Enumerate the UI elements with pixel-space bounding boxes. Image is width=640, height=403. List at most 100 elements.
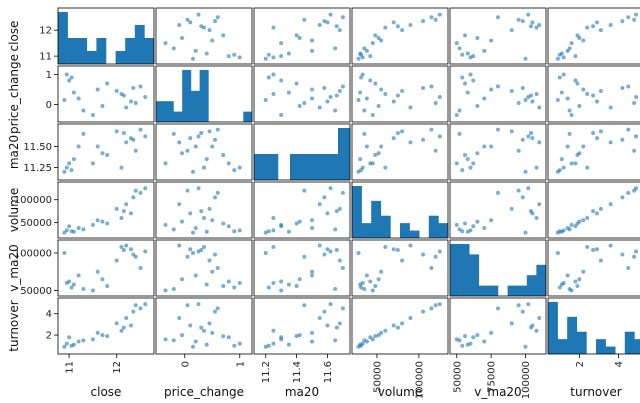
scatter-point-turnover-vs-ma20-1 bbox=[325, 323, 330, 328]
scatter-point-volume-vs-turnover-19 bbox=[557, 229, 562, 234]
scatter-point-close-vs-v_ma20-3 bbox=[457, 46, 462, 51]
scatter-point-price_change-vs-turnover-1 bbox=[594, 99, 599, 104]
scatter-point-ma20-vs-volume-3 bbox=[362, 131, 367, 136]
scatter-point-price_change-vs-v_ma20-9 bbox=[537, 105, 542, 110]
panel-frame-ma20-v_ma20 bbox=[449, 123, 547, 181]
panel-frame-price_change-v_ma20 bbox=[449, 65, 547, 123]
scatter-point-price_change-vs-v_ma20-0 bbox=[471, 78, 476, 83]
hist-bar-price_change-4 bbox=[190, 90, 200, 122]
scatter-point-volume-vs-v_ma20-12 bbox=[526, 186, 531, 191]
scatter-point-volume-vs-v_ma20-2 bbox=[534, 216, 539, 220]
scatter-point-turnover-vs-v_ma20-14 bbox=[509, 321, 514, 326]
scatter-point-turnover-vs-volume-17 bbox=[376, 333, 381, 338]
y-axis-label-turnover: turnover bbox=[7, 300, 21, 351]
scatter-point-price_change-vs-close-12 bbox=[143, 95, 148, 99]
scatter-point-v_ma20-vs-close-6 bbox=[62, 251, 67, 255]
hist-bar-volume-0 bbox=[352, 186, 362, 238]
scatter-point-volume-vs-turnover-15 bbox=[565, 226, 570, 231]
scatter-point-v_ma20-vs-close-1 bbox=[128, 247, 133, 252]
scatter-point-volume-vs-price_change-19 bbox=[232, 229, 237, 234]
scatter-point-close-vs-v_ma20-14 bbox=[509, 28, 514, 33]
scatter-point-ma20-vs-turnover-5 bbox=[632, 148, 637, 153]
x-tick-label-close-12: 12 bbox=[112, 361, 123, 374]
scatter-point-ma20-vs-v_ma20-8 bbox=[465, 157, 470, 162]
scatter-point-ma20-vs-turnover-8 bbox=[559, 157, 564, 162]
scatter-point-close-vs-volume-7 bbox=[429, 15, 434, 20]
scatter-point-turnover-vs-close-7 bbox=[138, 306, 143, 311]
scatter-point-volume-vs-v_ma20-4 bbox=[489, 218, 494, 223]
scatter-point-ma20-vs-v_ma20-14 bbox=[509, 129, 514, 134]
scatter-point-price_change-vs-v_ma20-15 bbox=[482, 96, 487, 101]
scatter-point-turnover-vs-v_ma20-4 bbox=[489, 330, 494, 335]
panel-frame-volume-ma20 bbox=[253, 181, 351, 239]
scatter-point-turnover-vs-volume-5 bbox=[433, 303, 438, 308]
y-tick-label-v_ma20-100000: 100000 bbox=[14, 249, 52, 260]
panel-frame-turnover-v_ma20 bbox=[449, 297, 547, 355]
scatter-point-volume-vs-price_change-1 bbox=[188, 211, 193, 216]
scatter-point-price_change-vs-close-16 bbox=[131, 86, 136, 90]
scatter-point-v_ma20-vs-turnover-1 bbox=[594, 247, 599, 252]
scatter-point-price_change-vs-volume-5 bbox=[433, 101, 438, 105]
scatter-point-volume-vs-ma20-7 bbox=[340, 190, 345, 195]
scatter-point-volume-vs-price_change-3 bbox=[171, 227, 176, 232]
scatter-point-turnover-vs-close-15 bbox=[76, 339, 81, 344]
scatter-point-price_change-vs-volume-13 bbox=[370, 113, 375, 117]
panel-frame-volume-price_change bbox=[155, 181, 253, 239]
scatter-point-ma20-vs-turnover-12 bbox=[634, 134, 639, 139]
scatter-point-price_change-vs-ma20-18 bbox=[334, 93, 339, 98]
scatter-point-volume-vs-v_ma20-17 bbox=[475, 219, 480, 224]
scatter-point-volume-vs-close-15 bbox=[76, 226, 81, 231]
scatter-point-volume-vs-price_change-13 bbox=[163, 222, 168, 227]
scatter-point-volume-vs-v_ma20-9 bbox=[537, 202, 542, 207]
scatter-point-volume-vs-ma20-5 bbox=[302, 188, 307, 193]
scatter-point-close-vs-ma20-1 bbox=[325, 20, 330, 25]
scatter-point-close-vs-volume-9 bbox=[408, 22, 413, 27]
scatter-point-v_ma20-vs-volume-3 bbox=[362, 287, 367, 291]
scatter-point-v_ma20-vs-ma20-7 bbox=[340, 266, 345, 270]
scatter-point-close-vs-v_ma20-2 bbox=[534, 25, 539, 30]
scatter-point-close-vs-v_ma20-17 bbox=[475, 35, 480, 40]
scatter-point-volume-vs-v_ma20-13 bbox=[454, 222, 459, 227]
scatter-point-close-vs-turnover-2 bbox=[585, 25, 590, 30]
scatter-point-v_ma20-vs-close-11 bbox=[64, 281, 69, 285]
scatter-point-volume-vs-close-19 bbox=[69, 229, 74, 234]
scatter-point-close-vs-turnover-16 bbox=[620, 19, 625, 24]
scatter-point-ma20-vs-price_change-8 bbox=[204, 157, 209, 162]
scatter-point-turnover-vs-v_ma20-9 bbox=[537, 316, 542, 320]
scatter-point-turnover-vs-price_change-8 bbox=[204, 342, 209, 347]
hist-bar-ma20-3 bbox=[290, 154, 303, 180]
scatter-point-volume-vs-ma20-1 bbox=[325, 211, 330, 216]
scatter-point-turnover-vs-ma20-5 bbox=[302, 303, 307, 308]
y-axis-label-price_change: price_change bbox=[7, 54, 21, 134]
scatter-point-turnover-vs-close-1 bbox=[128, 323, 133, 328]
hist-bar-v_ma20-7 bbox=[517, 285, 528, 296]
hist-bar-volume-5 bbox=[400, 223, 410, 238]
scatter-point-ma20-vs-volume-17 bbox=[376, 151, 381, 156]
scatter-point-volume-vs-v_ma20-7 bbox=[496, 190, 500, 195]
scatter-point-ma20-vs-volume-9 bbox=[408, 140, 413, 145]
scatter-point-v_ma20-vs-price_change-15 bbox=[193, 273, 198, 278]
scatter-point-ma20-vs-v_ma20-9 bbox=[537, 140, 542, 145]
scatter-point-v_ma20-vs-turnover-14 bbox=[598, 258, 603, 263]
scatter-point-ma20-vs-v_ma20-10 bbox=[463, 152, 467, 157]
scatter-point-price_change-vs-turnover-18 bbox=[591, 93, 596, 98]
scatter-point-price_change-vs-v_ma20-19 bbox=[460, 75, 465, 80]
scatter-point-close-vs-v_ma20-16 bbox=[520, 19, 525, 24]
x-tick-label-price_change-0: 0 bbox=[180, 361, 191, 367]
scatter-point-price_change-vs-ma20-15 bbox=[310, 96, 315, 101]
scatter-point-ma20-vs-v_ma20-19 bbox=[460, 168, 465, 173]
hist-bar-turnover-1 bbox=[557, 339, 568, 354]
scatter-point-turnover-vs-ma20-18 bbox=[334, 325, 339, 330]
scatter-point-ma20-vs-close-15 bbox=[76, 144, 81, 149]
scatter-point-v_ma20-vs-ma20-15 bbox=[310, 273, 315, 278]
scatter-point-turnover-vs-v_ma20-12 bbox=[526, 302, 531, 307]
scatter-point-turnover-vs-v_ma20-7 bbox=[496, 306, 500, 311]
scatter-point-v_ma20-vs-turnover-18 bbox=[591, 248, 596, 252]
y-tick-label-turnover-4: 4 bbox=[46, 309, 52, 320]
scatter-point-v_ma20-vs-price_change-2 bbox=[202, 245, 206, 249]
scatter-point-ma20-vs-close-6 bbox=[62, 169, 67, 174]
y-tick-label-ma20-11.50: 11.50 bbox=[23, 142, 52, 153]
scatter-point-turnover-vs-ma20-12 bbox=[328, 302, 333, 307]
scatter-point-volume-vs-ma20-15 bbox=[310, 226, 315, 231]
scatter-point-v_ma20-vs-volume-18 bbox=[395, 248, 400, 252]
